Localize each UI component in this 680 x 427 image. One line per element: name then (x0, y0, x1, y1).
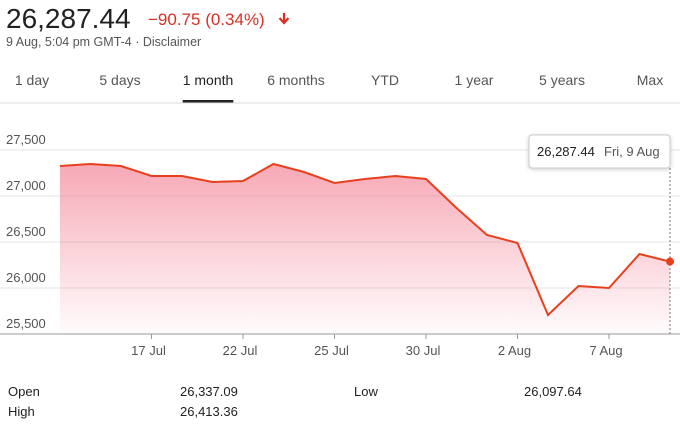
tab[interactable]: 1 day (15, 72, 49, 88)
range-tabs: 1 day 5 days 1 month 6 months YTD 1 year 5 yea… (15, 72, 663, 103)
y-tick-label: 27,500 (6, 132, 46, 147)
stat-label: Open (8, 384, 40, 399)
stat-value: 26,337.09 (180, 384, 238, 399)
stat-value: 26,097.64 (524, 384, 582, 399)
tab-underline (182, 100, 234, 103)
y-tick-label: 26,000 (6, 270, 46, 285)
x-tick-label: 2 Aug (498, 343, 531, 358)
x-tick-label: 25 Jul (314, 343, 349, 358)
tab[interactable]: Max (637, 72, 663, 88)
x-tick-label: 22 Jul (223, 343, 258, 358)
tab[interactable]: 5 days (99, 72, 140, 88)
tab[interactable]: 6 months (267, 72, 325, 88)
timestamp[interactable]: 9 Aug, 5:04 pm GMT-4 · Disclaimer (6, 35, 201, 49)
stat-label: Low (354, 384, 378, 399)
stat-label: High (8, 404, 35, 419)
tab[interactable]: 5 years (539, 72, 585, 88)
y-tick-label: 27,000 (6, 178, 46, 193)
down-arrow (278, 13, 290, 25)
x-tick-label: 7 Aug (589, 343, 622, 358)
tab[interactable]: YTD (371, 72, 399, 88)
tooltip-date: Fri, 9 Aug (604, 144, 660, 159)
tab[interactable]: 1 year (455, 72, 494, 88)
stat-value: 26,413.36 (180, 404, 238, 419)
chart: 25,500 26,000 26,500 27,000 27,500 17 Jul 22 J… (0, 132, 680, 358)
area (60, 164, 670, 334)
price-line (59, 162, 671, 317)
y-tick-label: 26,500 (6, 224, 46, 239)
hover-dot (666, 257, 674, 266)
price: 26,287.44 (6, 3, 131, 34)
tooltip-value: 26,287.44 (537, 144, 595, 159)
stats: Open 26,337.09 Low 26,097.64 High 26,413.36 (8, 384, 582, 419)
x-tick-label: 30 Jul (406, 343, 441, 358)
price-change: −90.75 (0.34%) (148, 10, 265, 29)
y-tick-label: 25,500 (6, 316, 46, 331)
tab[interactable]: 1 month (183, 72, 234, 88)
x-tick-label: 17 Jul (131, 343, 166, 358)
tooltip-box (528, 134, 671, 169)
